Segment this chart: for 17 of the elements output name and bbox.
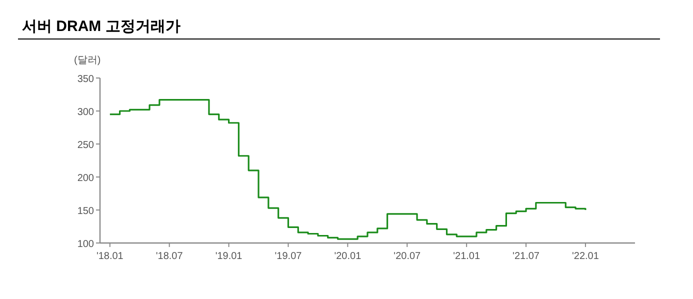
x-tick-label: '21.07	[512, 251, 540, 262]
y-tick-label: 200	[77, 173, 94, 184]
x-tick-label: '18.07	[156, 251, 184, 262]
chart-title: 서버 DRAM 고정거래가	[22, 18, 180, 35]
x-tick-label: '20.01	[334, 251, 362, 262]
y-tick-label: 250	[77, 140, 94, 151]
y-tick-label: 300	[77, 107, 94, 118]
x-tick-label: '18.01	[96, 251, 124, 262]
x-tick-label: '22.01	[572, 251, 600, 262]
x-tick-label: '20.07	[394, 251, 422, 262]
y-tick-label: 100	[77, 239, 94, 250]
y-axis-title: (달러)	[74, 55, 101, 66]
x-tick-label: '21.01	[453, 251, 480, 262]
x-tick-label: '19.01	[215, 251, 243, 262]
x-tick-label: '19.07	[274, 251, 302, 262]
y-tick-label: 150	[77, 206, 94, 217]
y-tick-label: 350	[77, 74, 94, 85]
